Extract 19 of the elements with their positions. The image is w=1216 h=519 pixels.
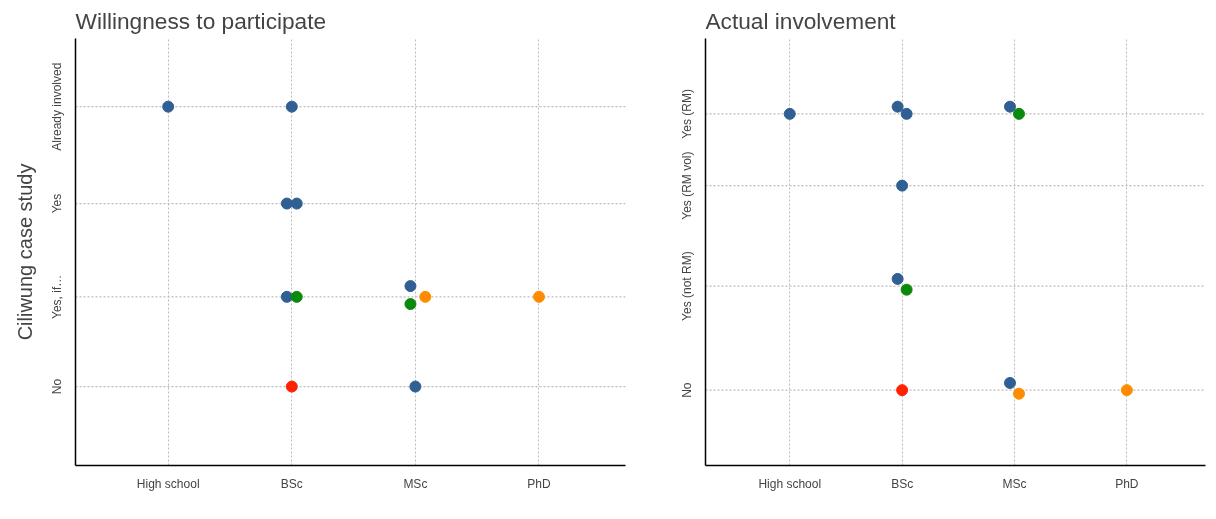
x-tick-label: BSc xyxy=(891,476,914,491)
x-tick-label: MSc xyxy=(403,476,428,491)
chart-title: Willingness to participate xyxy=(75,7,327,34)
x-tick-label: MSc xyxy=(1002,476,1027,491)
ref-line-label: Yes (not RM) xyxy=(680,251,695,321)
x-tick-label: BSc xyxy=(280,476,303,491)
ref-line-label: Yes xyxy=(50,193,65,214)
x-tick-label: High school xyxy=(136,476,200,491)
ref-line-label: Yes (RM) xyxy=(680,89,695,139)
x-tick-label: PhD xyxy=(527,476,551,491)
x-tick-label: PhD xyxy=(1115,476,1139,491)
x-tick-label: High school xyxy=(758,476,822,491)
ref-line-label: Yes, if… xyxy=(50,274,65,319)
ref-line-label: No xyxy=(50,378,65,395)
ref-line-label: Already involved xyxy=(50,62,65,151)
y-axis-title: Ciliwung case study xyxy=(13,163,36,341)
chart-title: Actual involvement xyxy=(705,7,897,34)
ref-line-label: Yes (RM vol) xyxy=(680,151,695,220)
ref-line-label: No xyxy=(680,382,695,398)
